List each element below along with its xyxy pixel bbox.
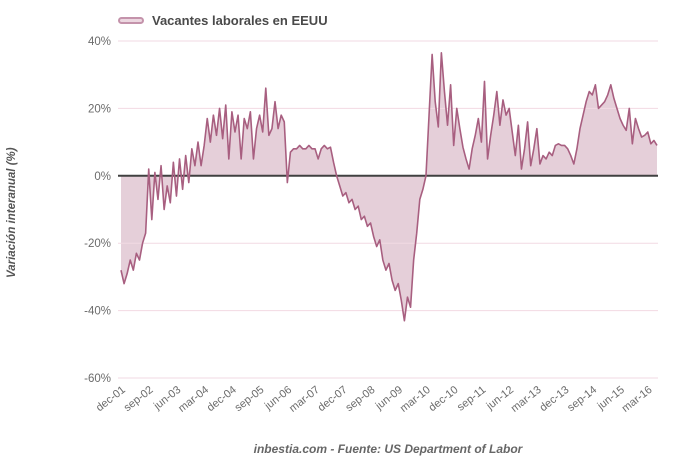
x-tick-label: mar-13 [509, 384, 544, 415]
y-tick-label: -40% [84, 306, 111, 318]
x-tick-label: mar-16 [620, 384, 655, 415]
x-tick-label: sep-11 [455, 384, 488, 414]
series-area [121, 52, 657, 321]
legend-series-swatch [118, 17, 144, 24]
y-tick-label: 0% [94, 171, 111, 183]
x-tick-label: sep-02 [122, 384, 156, 414]
source-attribution: inbestia.com - Fuente: US Department of … [253, 442, 523, 456]
x-tick-label: dec-07 [316, 384, 350, 414]
y-tick-label: -60% [84, 373, 111, 385]
legend-series-label: Vacantes laborales en EEUU [152, 13, 328, 28]
y-tick-label: 40% [88, 36, 111, 48]
x-tick-label: sep-14 [565, 384, 599, 414]
x-tick-label: dec-04 [205, 384, 239, 414]
x-tick-label: mar-04 [176, 384, 211, 415]
series-line [120, 52, 658, 322]
legend-item[interactable]: Vacantes laborales en EEUU [118, 13, 328, 28]
x-tick-label: sep-05 [233, 384, 267, 414]
x-tick-label: sep-08 [343, 384, 377, 414]
y-tick-label: 20% [88, 103, 111, 115]
x-tick-label: mar-10 [398, 384, 433, 415]
x-tick-label: dec-10 [427, 384, 461, 414]
x-tick-label: dec-13 [538, 384, 572, 414]
x-tick-label: mar-07 [287, 384, 322, 415]
y-tick-label: -20% [84, 238, 111, 250]
x-tick-label: dec-01 [94, 384, 128, 414]
